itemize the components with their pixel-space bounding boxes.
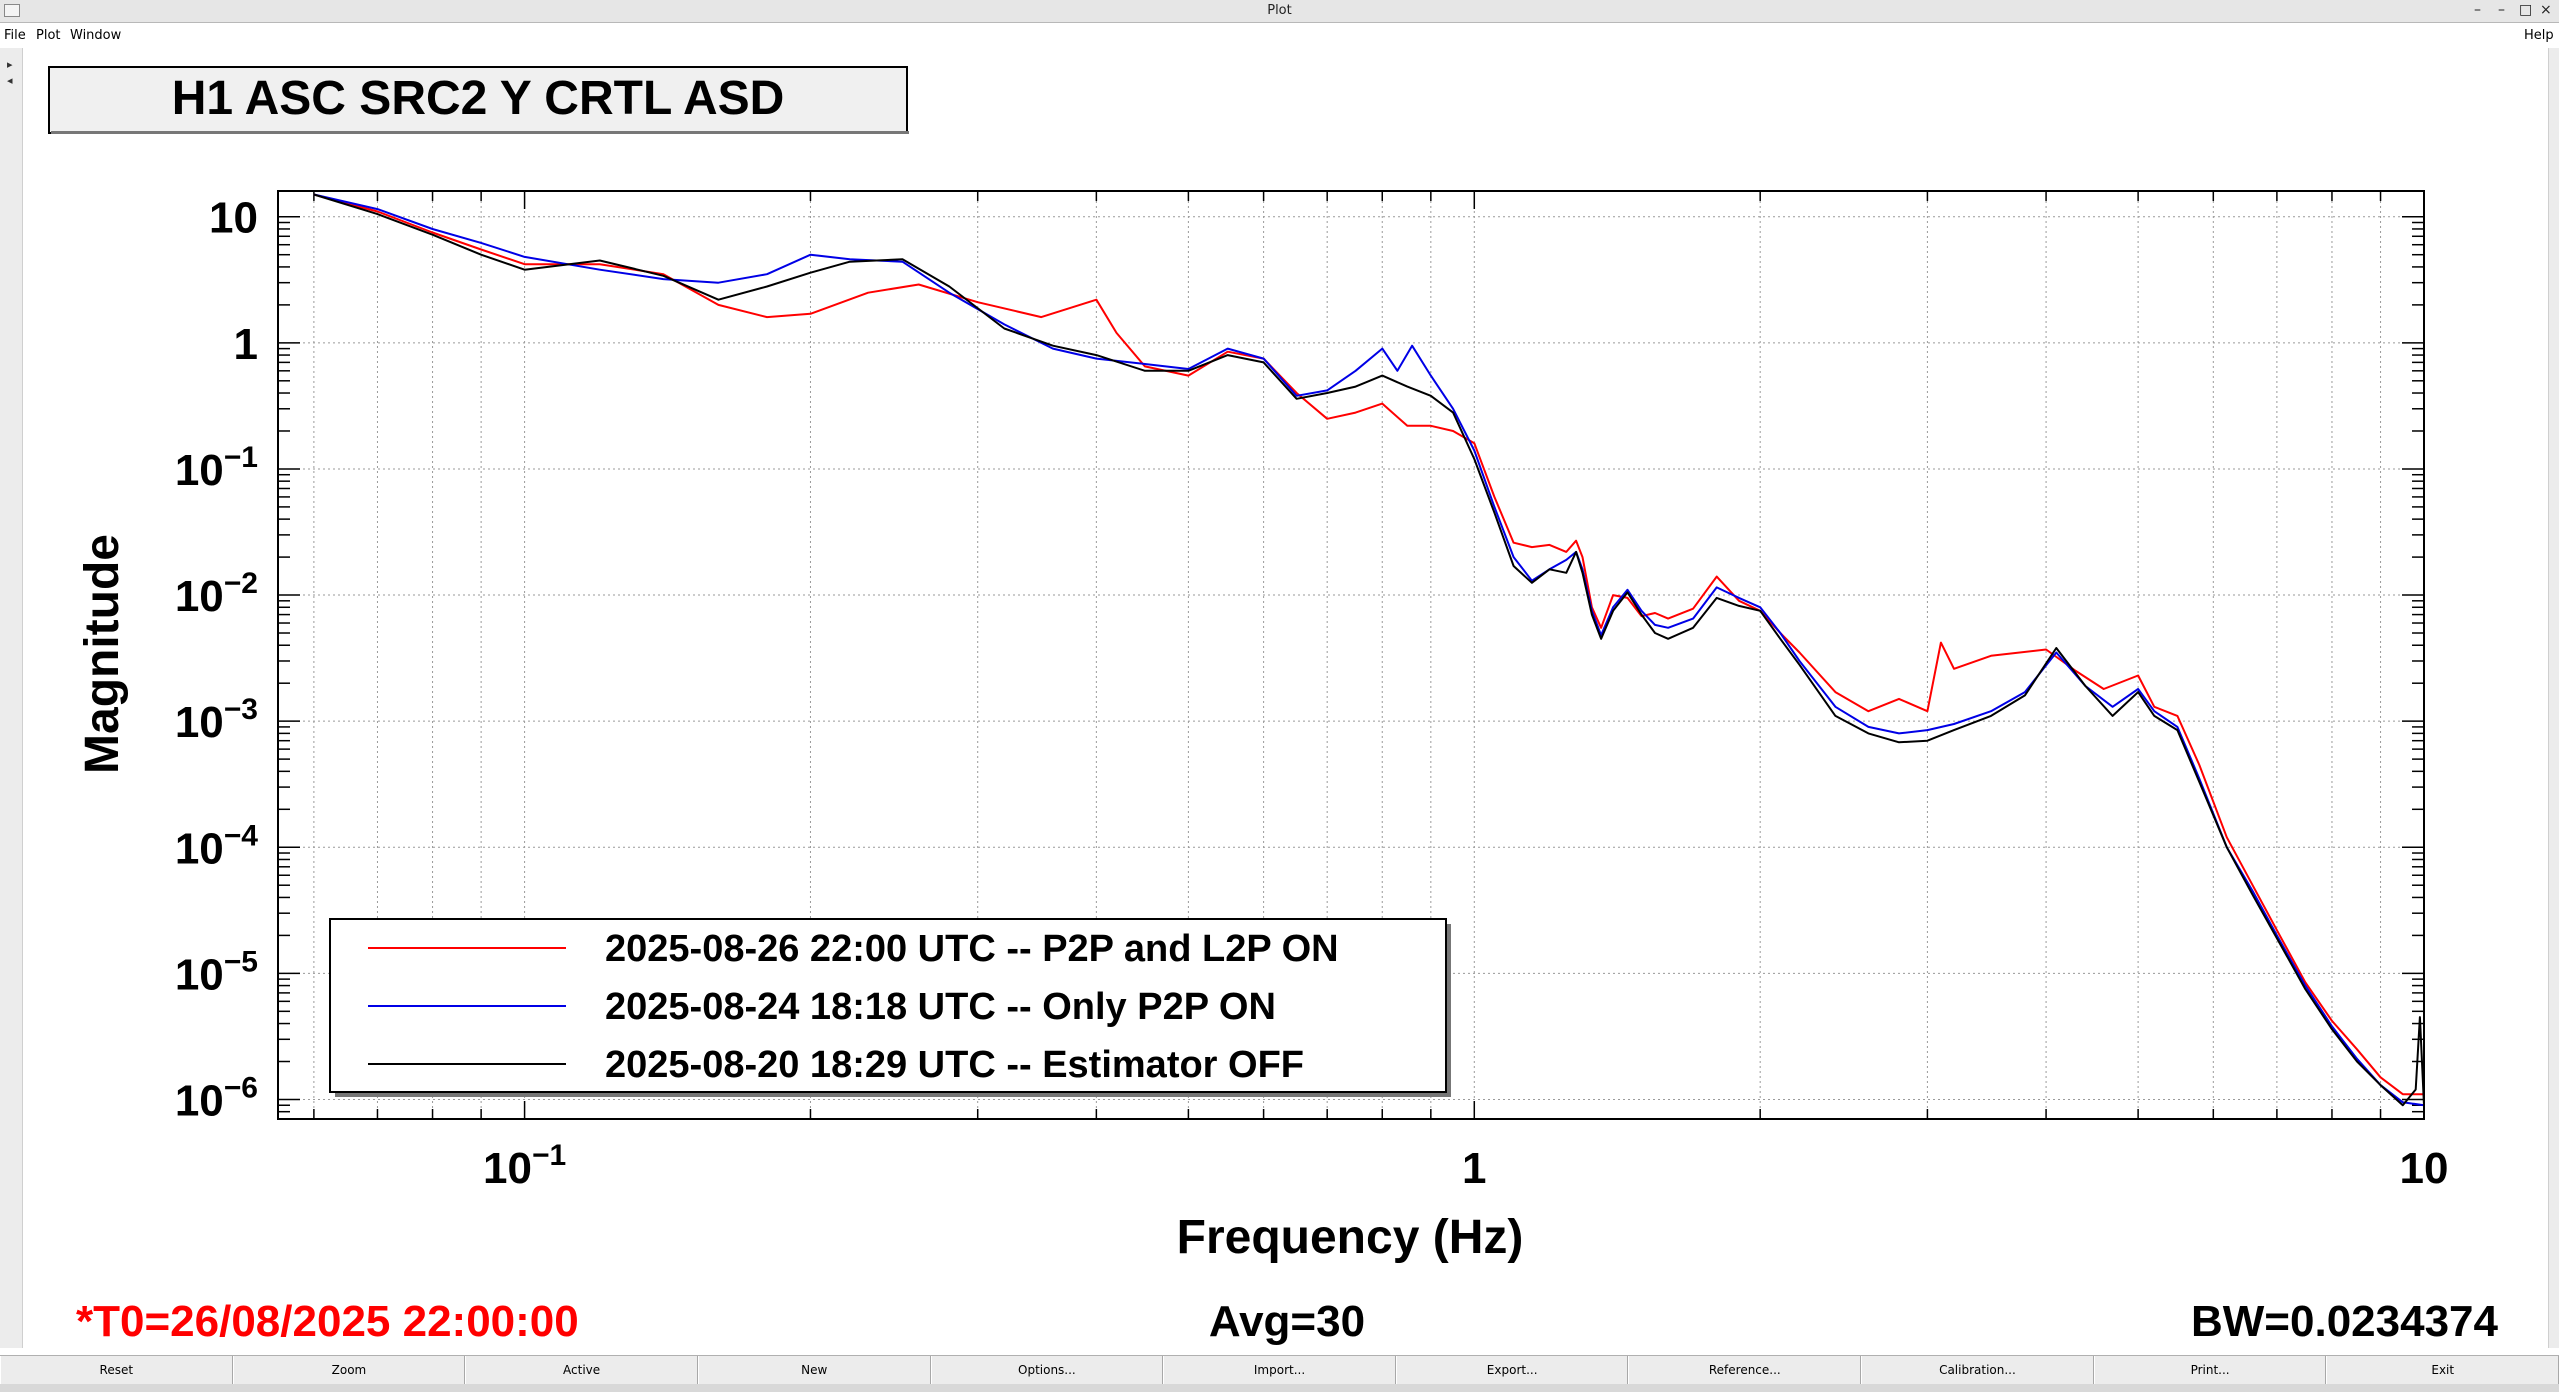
collapse-arrow-icon[interactable]: ◂ [7,75,13,87]
y-tick-label: 10−4 [175,819,258,873]
import-button[interactable]: Import... [1163,1356,1396,1384]
y-tick-label: 10−6 [175,1071,258,1125]
series-line-3 [313,193,2425,1107]
y-tick-label: 1 [234,320,258,369]
x-tick-label: 10 [2400,1144,2449,1193]
menu-plot[interactable]: Plot [36,28,61,43]
menu-help[interactable]: Help [2524,28,2554,43]
y-axis-label: Magnitude [76,534,129,774]
options-button[interactable]: Options... [930,1356,1164,1384]
right-panel-strip [2548,48,2559,1348]
close-button[interactable]: × [2540,2,2552,18]
exit-button[interactable]: Exit [2326,1356,2559,1384]
export-button[interactable]: Export... [1395,1356,1629,1384]
menu-window[interactable]: Window [70,28,122,43]
y-tick-label: 10−2 [175,567,258,621]
x-tick-label: 1 [1462,1144,1486,1193]
new-button[interactable]: New [697,1356,931,1384]
legend-label-2: 2025-08-24 18:18 UTC -- Only P2P ON [605,986,1276,1028]
chart-series [313,193,2425,1107]
y-tick-label: 10−1 [175,441,258,495]
active-button[interactable]: Active [465,1356,698,1384]
minimize-button[interactable]: – [2474,2,2481,18]
x-tick-labels: 10−1 1 10 [483,1139,2448,1193]
chart-title-box: H1 ASC SRC2 Y CRTL ASD [48,66,909,134]
x-axis-label: Frequency (Hz) [1177,1211,1524,1264]
zoom-button[interactable]: Zoom [232,1356,466,1384]
window-title: Plot [1267,3,1292,18]
menu-bar: File Plot Window Help [0,23,2559,47]
plot-frame [277,190,2425,1120]
y-tick-label: 10−3 [175,693,258,747]
y-tick-label: 10−5 [175,945,258,999]
print-button[interactable]: Print... [2093,1356,2327,1384]
bw-status: BW=0.0234374 [2191,1297,2499,1346]
x-tick-label: 10−1 [483,1139,566,1193]
expand-arrow-icon[interactable]: ▸ [7,59,13,71]
maximize-button[interactable]: □ [2519,2,2533,18]
t0-status: *T0=26/08/2025 22:00:00 [76,1297,579,1346]
reset-button[interactable]: Reset [0,1356,233,1384]
chart-legend: 2025-08-26 22:00 UTC -- P2P and L2P ON 20… [329,918,1451,1097]
legend-label-1: 2025-08-26 22:00 UTC -- P2P and L2P ON [605,928,1339,970]
reference-button[interactable]: Reference... [1628,1356,1862,1384]
avg-status: Avg=30 [1209,1297,1365,1346]
menu-file[interactable]: File [4,28,26,43]
window-bottom-edge [0,1384,2559,1392]
legend-label-3: 2025-08-20 18:29 UTC -- Estimator OFF [605,1044,1304,1086]
window-menu-icon[interactable] [4,4,20,17]
y-tick-label: 10 [209,194,258,243]
plot-button-bar: Reset Zoom Active New Options... Import... Exp… [0,1355,2559,1384]
calibration-button[interactable]: Calibration... [1861,1356,2094,1384]
window-titlebar: Plot – – □ × [0,0,2559,23]
chart-title: H1 ASC SRC2 Y CRTL ASD [172,72,785,125]
y-tick-labels: 10 1 10−1 10−2 10−3 10−4 10−5 10−6 [175,194,258,1126]
left-panel-strip: ▸ ◂ [0,48,23,1348]
shade-button[interactable]: – [2498,2,2505,18]
